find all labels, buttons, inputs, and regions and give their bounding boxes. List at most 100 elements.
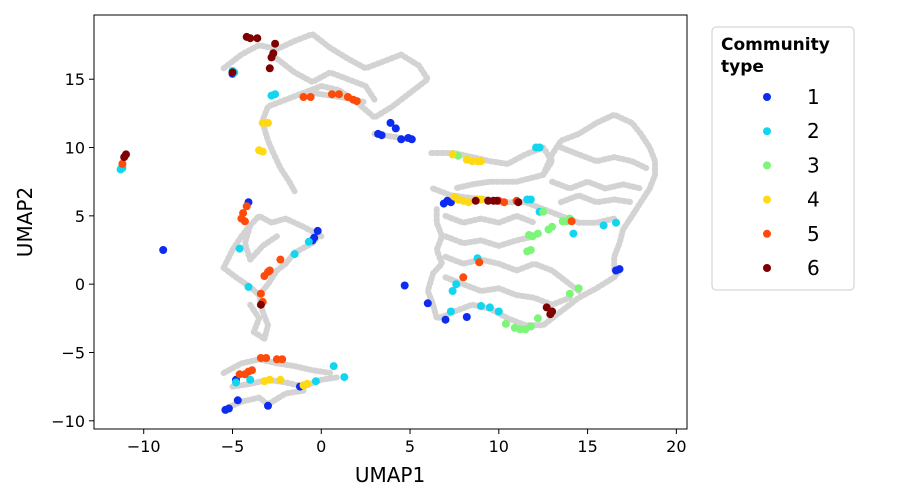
- community-5-point: [260, 272, 269, 280]
- community-1-point: [224, 404, 233, 413]
- community-2-point: [612, 218, 620, 227]
- community-4-point: [477, 157, 485, 166]
- community-5-point: [335, 90, 343, 99]
- background-cell-strand: [442, 233, 538, 249]
- community-5-point: [500, 198, 509, 207]
- community-3-point: [539, 207, 548, 216]
- community-3-point: [565, 289, 574, 298]
- community-2-point: [329, 362, 338, 371]
- community-6-point: [514, 198, 523, 207]
- y-tick-label: 15: [65, 70, 85, 89]
- background-cell-strand: [220, 212, 325, 271]
- x-axis-label: UMAP1: [355, 463, 425, 487]
- y-tick-label: −10: [51, 412, 85, 431]
- legend-marker-1: [763, 93, 771, 101]
- x-tick-label: −10: [127, 437, 161, 456]
- community-1-point: [423, 299, 432, 308]
- community-6-point: [271, 39, 280, 48]
- community-6-point: [228, 68, 237, 77]
- legend-title-line-1: Community: [721, 35, 830, 55]
- community-1-point: [386, 118, 395, 127]
- community-1-point: [407, 135, 416, 144]
- background-cell-strand: [273, 55, 378, 103]
- legend-marker-2: [763, 127, 771, 136]
- community-2-point: [304, 237, 313, 246]
- community-1-point: [264, 401, 272, 410]
- community-2-point: [271, 90, 280, 99]
- community-1-point: [462, 313, 471, 321]
- community-6-point: [265, 64, 274, 73]
- community-2-point: [526, 195, 535, 204]
- community-5-point: [299, 93, 308, 101]
- x-tick-label: 5: [405, 437, 415, 456]
- x-axis-ticks: −10 −5 0 5 10 15 20: [127, 429, 687, 456]
- legend-box: [711, 26, 855, 291]
- community-1-point: [233, 396, 242, 405]
- community-5-point: [276, 255, 285, 264]
- community-2-point: [494, 307, 503, 316]
- x-tick-label: −5: [221, 437, 245, 456]
- community-1-point: [159, 246, 168, 254]
- community-5-point: [265, 266, 274, 275]
- community-5-point: [242, 202, 251, 211]
- community-4-point: [264, 118, 272, 127]
- legend-label-1: 1: [807, 85, 820, 109]
- background-cell-strand: [549, 178, 644, 192]
- community-1-point: [377, 131, 386, 140]
- community-5-point: [262, 354, 271, 362]
- community-4-point: [258, 147, 267, 156]
- community-5-point: [306, 93, 315, 101]
- y-axis-label: UMAP2: [13, 187, 37, 257]
- legend-marker-5: [763, 229, 771, 238]
- background-cell-strand: [442, 212, 538, 226]
- community-1-point: [615, 265, 624, 274]
- x-tick-label: 20: [666, 437, 686, 456]
- community-2-point: [290, 250, 299, 259]
- background-cell-strand: [557, 192, 635, 206]
- community-points-layer: [116, 32, 624, 414]
- legend-entries: 1 2 3 4 5 6: [763, 85, 820, 280]
- y-tick-label: 5: [75, 207, 85, 226]
- community-6-point: [267, 53, 276, 62]
- community-3-point: [548, 222, 557, 231]
- community-2-point: [448, 287, 457, 295]
- background-cell-strand: [442, 274, 573, 308]
- background-cell-strand: [241, 222, 280, 263]
- community-5-point: [240, 217, 249, 226]
- community-2-point: [446, 307, 455, 316]
- community-6-point: [471, 196, 480, 205]
- community-5-point: [567, 217, 576, 226]
- community-5-point: [118, 159, 127, 168]
- community-6-point: [253, 34, 262, 43]
- community-5-point: [475, 258, 484, 267]
- community-5-point: [256, 289, 265, 298]
- community-6-point: [120, 153, 129, 162]
- community-3-point: [533, 314, 542, 323]
- legend-label-6: 6: [807, 256, 820, 280]
- background-cell-strand: [424, 206, 458, 322]
- community-1-point: [400, 281, 409, 290]
- legend-title-line-2: type: [721, 57, 764, 77]
- plot-area-frame: [93, 14, 688, 430]
- community-2-point: [569, 229, 578, 238]
- legend-marker-4: [763, 195, 771, 204]
- y-tick-label: −5: [61, 343, 85, 362]
- community-3-point: [574, 284, 583, 293]
- background-cell-strand: [259, 119, 298, 195]
- y-tick-label: 10: [65, 139, 85, 158]
- community-6-point: [246, 34, 255, 43]
- community-4-point: [303, 379, 312, 388]
- community-5-point: [327, 90, 336, 99]
- community-2-point: [340, 373, 349, 382]
- legend-label-3: 3: [807, 153, 820, 177]
- community-3-point: [526, 322, 535, 331]
- community-2-point: [535, 143, 544, 152]
- legend-label-5: 5: [807, 222, 820, 246]
- community-1-point: [397, 135, 406, 144]
- community-2-point: [235, 244, 244, 253]
- community-4-point: [276, 375, 285, 384]
- community-2-point: [232, 378, 240, 387]
- community-6-point: [256, 300, 265, 309]
- community-3-point: [533, 229, 542, 238]
